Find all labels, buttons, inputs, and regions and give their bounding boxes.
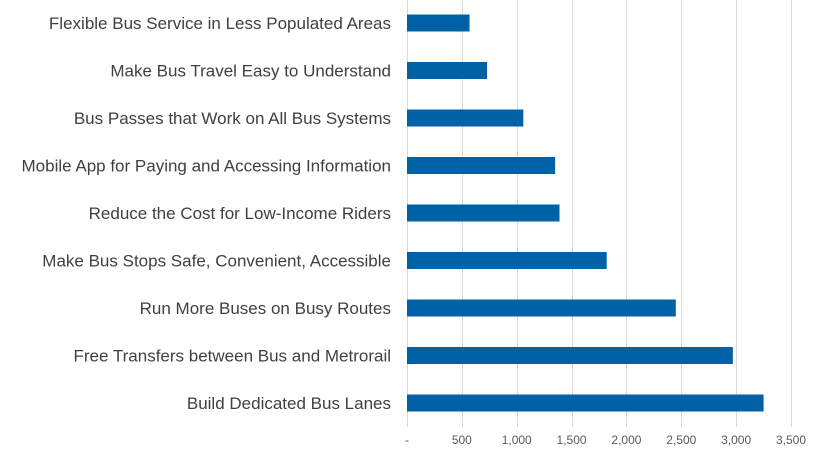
x-tick-label: 1,500 bbox=[557, 433, 587, 447]
bar bbox=[407, 109, 524, 127]
category-label: Bus Passes that Work on All Bus Systems bbox=[74, 109, 391, 128]
category-label: Mobile App for Paying and Accessing Info… bbox=[22, 157, 392, 176]
x-tick-label: 3,000 bbox=[721, 433, 751, 447]
category-label: Flexible Bus Service in Less Populated A… bbox=[49, 14, 391, 33]
bars bbox=[407, 14, 764, 412]
bar bbox=[407, 299, 676, 317]
category-label: Run More Buses on Busy Routes bbox=[140, 299, 391, 318]
x-tick-label: 2,500 bbox=[666, 433, 696, 447]
category-label: Make Bus Travel Easy to Understand bbox=[110, 62, 391, 81]
x-tick-label: - bbox=[405, 433, 409, 447]
category-label: Build Dedicated Bus Lanes bbox=[187, 394, 391, 413]
x-tick-label: 3,500 bbox=[776, 433, 806, 447]
bar bbox=[407, 394, 764, 412]
bar bbox=[407, 347, 733, 364]
x-tick-label: 500 bbox=[452, 433, 472, 447]
x-tick-label: 1,000 bbox=[502, 433, 532, 447]
category-label: Free Transfers between Bus and Metrorail bbox=[74, 347, 391, 366]
x-tick-label: 2,000 bbox=[611, 433, 641, 447]
bar bbox=[407, 157, 556, 174]
x-tick-labels: - 500 1,000 1,500 2,000 2,500 3,000 3,500 bbox=[405, 433, 806, 447]
bar bbox=[407, 204, 560, 222]
bar bbox=[407, 62, 488, 79]
bar bbox=[407, 252, 607, 269]
bar bbox=[407, 14, 470, 32]
category-label: Reduce the Cost for Low-Income Riders bbox=[89, 204, 391, 223]
category-label: Make Bus Stops Safe, Convenient, Accessi… bbox=[42, 252, 391, 271]
category-labels: Flexible Bus Service in Less Populated A… bbox=[22, 14, 392, 413]
